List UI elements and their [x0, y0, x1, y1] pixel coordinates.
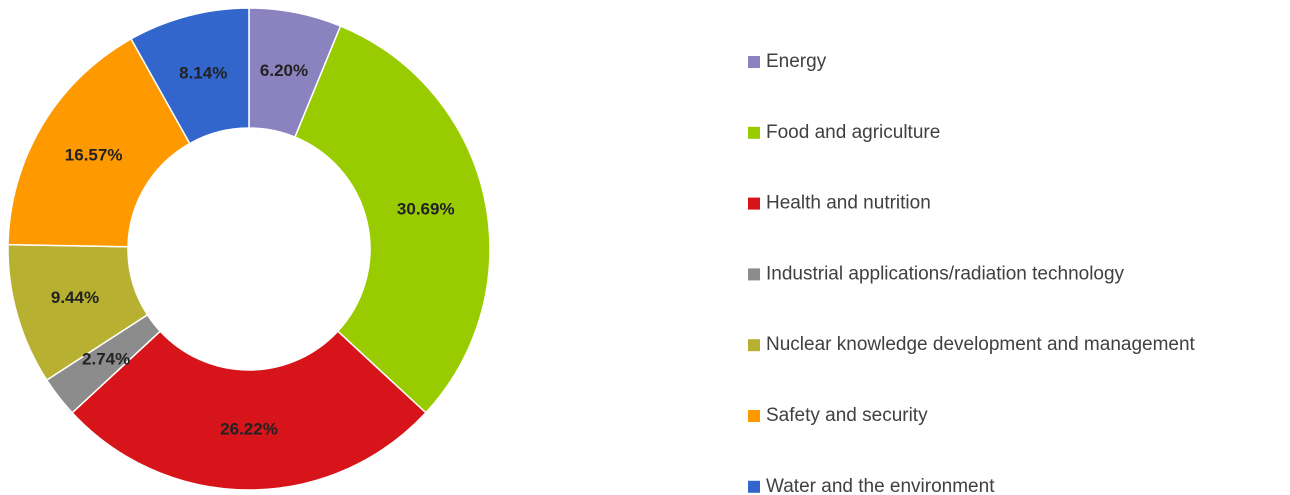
slice [130, 7, 250, 145]
legend-swatch [748, 410, 760, 422]
value-label: 30.69% [397, 200, 455, 219]
value-label: 26.22% [220, 419, 278, 438]
legend-swatch [748, 339, 760, 352]
legend-swatch [748, 480, 760, 493]
legend-swatch [748, 197, 760, 210]
legend-label: Water and the environment [766, 476, 995, 495]
slice [293, 25, 491, 414]
legend-label: Health and nutrition [766, 193, 931, 214]
legend-label: Industrial applications/radiation techno… [766, 263, 1125, 284]
legend-label: Safety and security [766, 405, 928, 426]
legend-label: Food and agriculture [766, 122, 940, 143]
value-label: 6.20% [260, 61, 308, 80]
legend-swatch [748, 56, 760, 68]
legend-label: Nuclear knowledge development and manage… [766, 334, 1196, 355]
value-label: 16.57% [65, 146, 123, 165]
value-label: 9.44% [51, 288, 99, 307]
legend-label: Energy [766, 51, 827, 72]
value-label: 2.74% [82, 350, 130, 369]
value-label: 8.14% [179, 63, 227, 82]
slice [71, 330, 427, 491]
legend-swatch [748, 268, 760, 281]
legend-swatch [748, 126, 760, 139]
slice [7, 37, 191, 248]
